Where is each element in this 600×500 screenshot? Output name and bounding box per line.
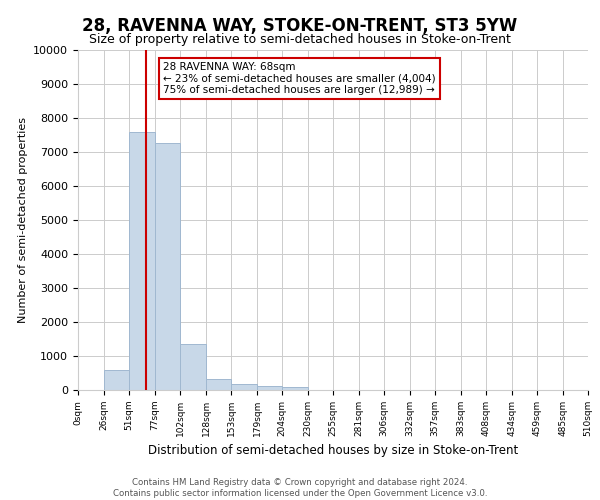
Bar	[231, 384, 257, 390]
Bar	[129, 132, 155, 390]
Text: Contains HM Land Registry data © Crown copyright and database right 2024.
Contai: Contains HM Land Registry data © Crown c…	[113, 478, 487, 498]
Bar	[104, 370, 129, 390]
X-axis label: Distribution of semi-detached houses by size in Stoke-on-Trent: Distribution of semi-detached houses by …	[148, 444, 518, 458]
Bar	[257, 386, 282, 390]
Bar	[180, 344, 206, 390]
Text: 28 RAVENNA WAY: 68sqm
← 23% of semi-detached houses are smaller (4,004)
75% of s: 28 RAVENNA WAY: 68sqm ← 23% of semi-deta…	[163, 62, 436, 95]
Y-axis label: Number of semi-detached properties: Number of semi-detached properties	[18, 117, 28, 323]
Bar	[155, 144, 180, 390]
Bar	[282, 386, 308, 390]
Text: Size of property relative to semi-detached houses in Stoke-on-Trent: Size of property relative to semi-detach…	[89, 32, 511, 46]
Bar	[206, 379, 231, 390]
Text: 28, RAVENNA WAY, STOKE-ON-TRENT, ST3 5YW: 28, RAVENNA WAY, STOKE-ON-TRENT, ST3 5YW	[82, 18, 518, 36]
